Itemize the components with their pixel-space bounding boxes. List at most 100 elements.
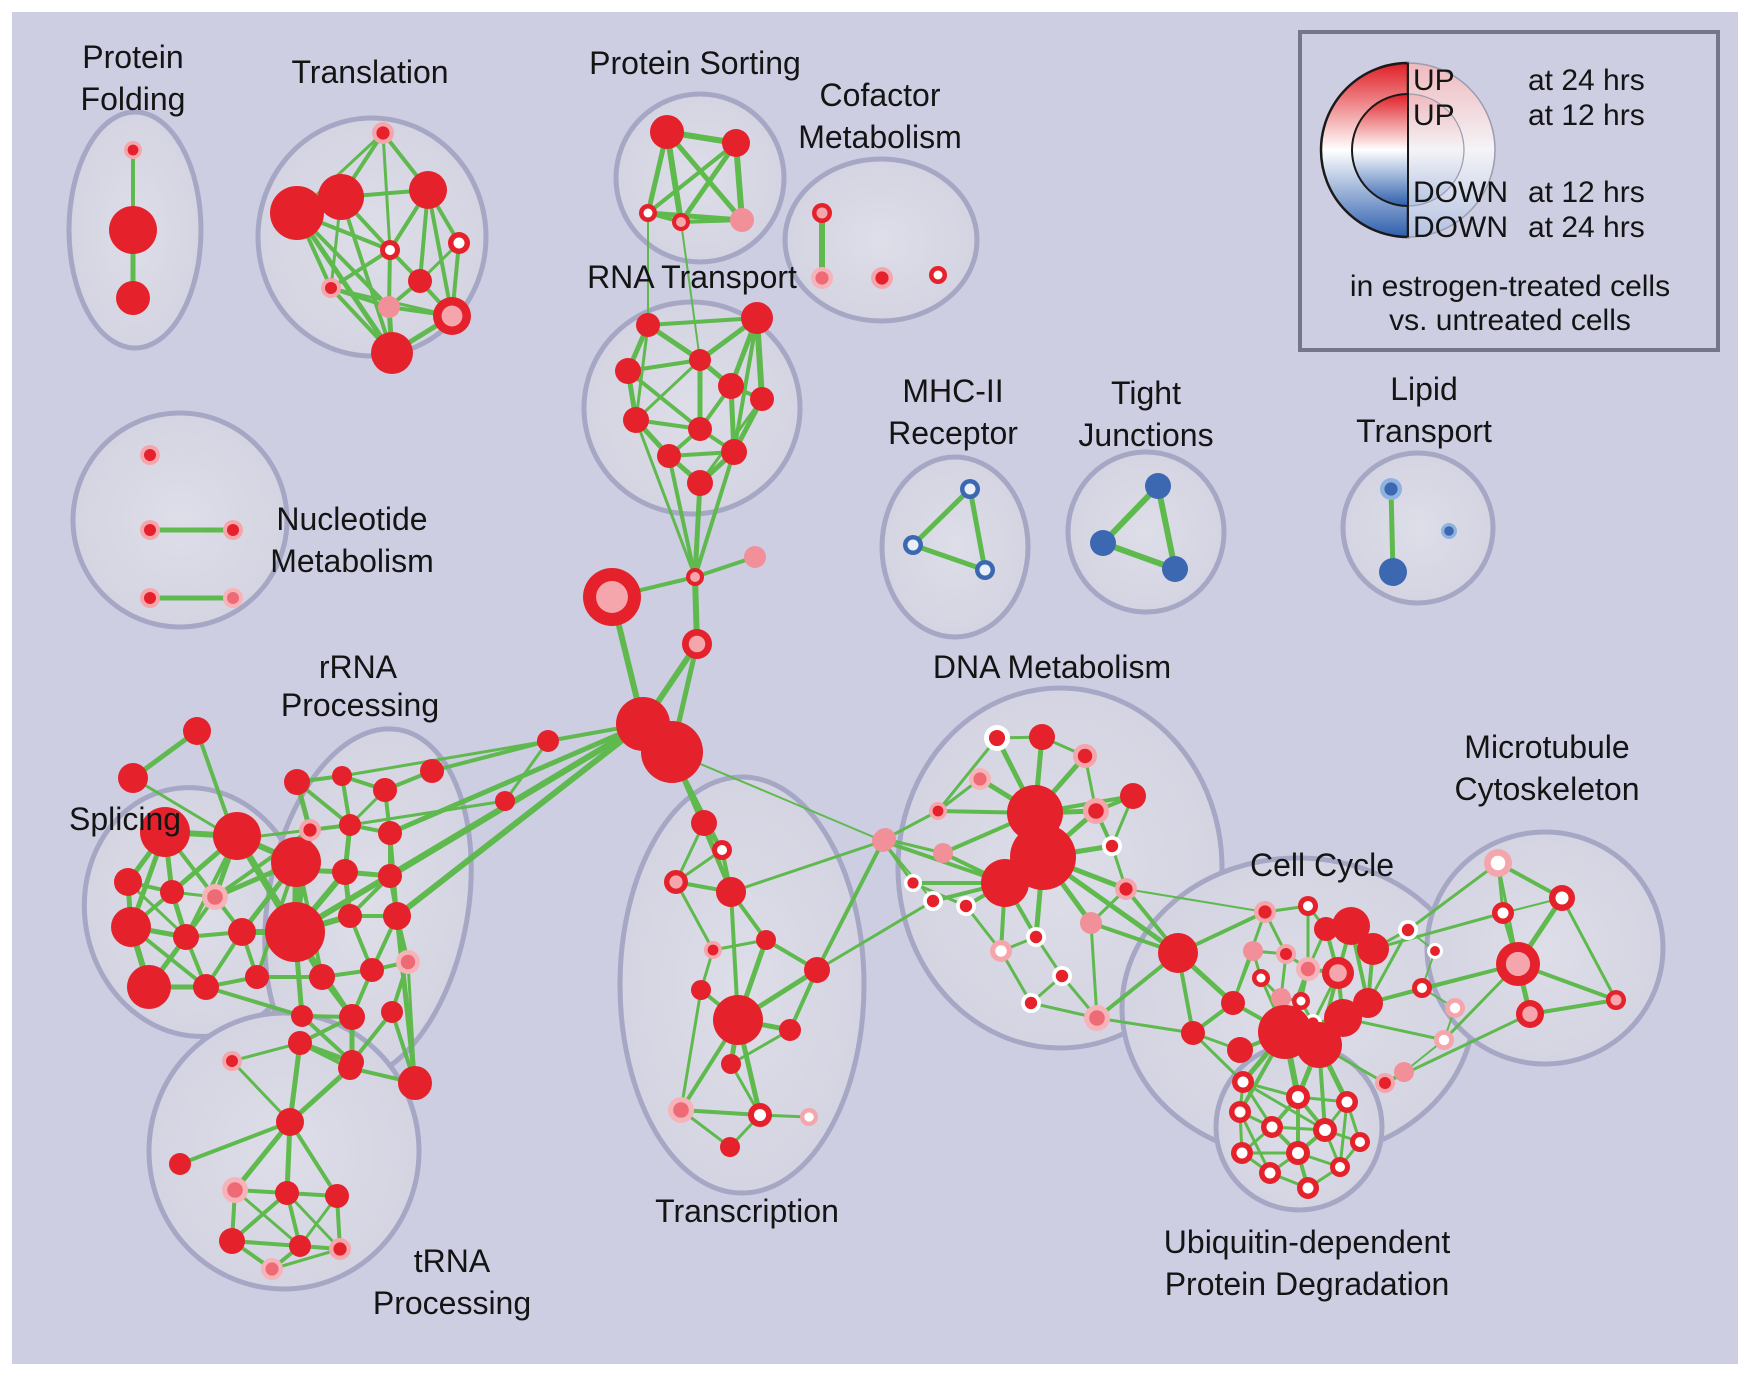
cluster-mhc-nodes — [903, 479, 995, 580]
edge-link — [387, 721, 646, 836]
tj-node-0 — [1145, 473, 1171, 499]
cluster-rna-nodes — [615, 302, 774, 496]
edge — [936, 736, 999, 813]
ub-node-8-core — [1292, 1147, 1304, 1159]
tr-node-4-core — [453, 237, 465, 249]
ub-node-1-core — [1292, 1091, 1304, 1103]
rr-node-14-core — [400, 954, 416, 970]
mhc-node-0-core — [964, 483, 976, 495]
tr-node-10 — [371, 332, 413, 374]
net-node-2 — [744, 546, 766, 568]
cluster-cf-ellipse — [782, 156, 980, 324]
tx-node-0 — [691, 810, 717, 836]
sp-node-0 — [140, 807, 190, 857]
ps-node-1 — [722, 129, 750, 157]
nm-node-1-core — [144, 524, 156, 536]
cluster-rr-nodes — [265, 766, 420, 1074]
cluster-ps-label: Protein Sorting — [589, 45, 801, 81]
ub-node-4-core — [1266, 1121, 1278, 1133]
edge-link — [693, 450, 736, 579]
edge-link — [204, 985, 304, 1018]
cc-node-11-core — [1296, 996, 1306, 1006]
rr-node-13 — [360, 958, 384, 982]
edge — [967, 486, 988, 573]
dna-node-11-core — [1105, 839, 1119, 853]
cluster-tn-label: tRNA — [414, 1243, 491, 1279]
rna-node-10 — [687, 470, 713, 496]
edge — [1528, 998, 1618, 1016]
rr-node-1 — [332, 766, 352, 786]
dna-node-21 — [1158, 933, 1198, 973]
rna-node-7 — [688, 417, 712, 441]
tx-node-4-core — [707, 944, 719, 956]
cluster-tn-label: Processing — [373, 1285, 531, 1321]
mt-node-3-core — [1505, 951, 1531, 977]
edge-link — [394, 721, 646, 919]
edge — [664, 129, 745, 223]
tx-node-1-core — [717, 845, 727, 855]
rr-node-17 — [381, 1001, 403, 1023]
cc-node-21-core — [1430, 946, 1440, 956]
legend-caption: vs. untreated cells — [1389, 304, 1631, 337]
tx-node-9 — [779, 1019, 801, 1041]
nm-node-3-core — [144, 592, 156, 604]
cluster-mhc-label: MHC-II — [902, 373, 1003, 409]
ub-node-10-core — [1264, 1167, 1276, 1179]
ps-node-3-core — [676, 217, 686, 227]
cluster-dna-label: DNA Metabolism — [933, 649, 1171, 685]
dna-node-17 — [1080, 912, 1102, 934]
cluster-tj-nodes — [1090, 473, 1188, 582]
cluster-lt-nodes — [1379, 478, 1457, 586]
edge-link — [680, 221, 701, 361]
tn-node-12-core — [265, 1262, 279, 1276]
dna-node-13-core — [959, 899, 973, 913]
net-node-0-core — [596, 581, 628, 613]
cluster-pf-label: Folding — [81, 81, 186, 117]
cluster-lt-label: Transport — [1356, 413, 1492, 449]
tn-node-8 — [325, 1184, 349, 1208]
cc-node-16 — [1296, 1022, 1342, 1068]
net-node-12 — [118, 763, 148, 793]
cluster-mt-ellipse — [1424, 829, 1666, 1067]
tn-node-10 — [289, 1235, 311, 1257]
tr-node-1 — [318, 174, 364, 220]
cf-node-1-core — [815, 271, 829, 285]
cc-node-10 — [1271, 988, 1291, 1008]
dna-node-4-core — [932, 805, 944, 817]
layer-nodes — [109, 115, 1626, 1280]
rna-node-0 — [636, 313, 660, 337]
rr-node-6 — [288, 858, 312, 882]
cc-node-5 — [1243, 941, 1263, 961]
net-node-13 — [226, 830, 244, 848]
cluster-rr-label: rRNA — [319, 649, 398, 685]
net-node-3-core — [688, 635, 706, 653]
sp-node-5 — [111, 907, 151, 947]
cc-node-18 — [1181, 1021, 1205, 1045]
legend-row-3-direction: DOWN — [1413, 211, 1508, 244]
cc-node-4 — [1357, 933, 1389, 965]
net-node-11 — [183, 717, 211, 745]
cluster-tx-ellipse — [617, 774, 867, 1196]
edge — [329, 248, 392, 290]
cluster-dna-nodes — [874, 724, 1198, 1031]
cluster-ub-nodes — [1229, 1071, 1370, 1199]
cluster-cf-label: Metabolism — [798, 119, 962, 155]
edge-link — [1406, 861, 1500, 932]
mt-node-0-core — [1490, 855, 1506, 871]
edge — [671, 751, 884, 842]
pf-node-1 — [109, 206, 157, 254]
pf-node-0-core — [127, 144, 139, 156]
rna-node-9 — [721, 439, 747, 465]
edge-link — [1125, 888, 1266, 913]
rna-node-5 — [750, 387, 774, 411]
cluster-cf-nodes — [811, 203, 947, 289]
cf-node-2-core — [875, 271, 889, 285]
edge-link — [634, 418, 697, 579]
layer-legend: UP at 24 hrs UP at 12 hrs DOWN at 12 hrs DOWN a… — [1298, 30, 1720, 352]
cluster-tr-label: Translation — [291, 54, 448, 90]
net-node-8 — [420, 759, 444, 783]
ub-node-11-core — [1302, 1182, 1314, 1194]
rna-node-8 — [657, 444, 681, 468]
rr-node-10 — [338, 904, 362, 928]
